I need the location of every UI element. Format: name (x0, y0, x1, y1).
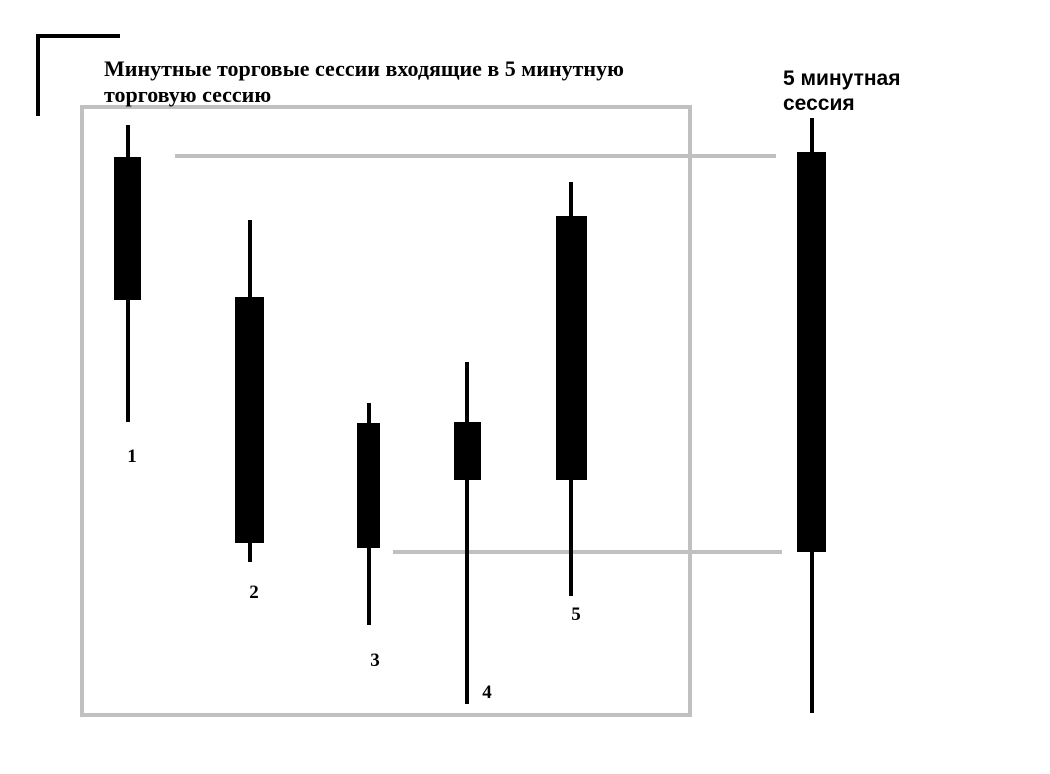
five-minute-session-title: 5 минутная сессия (783, 66, 943, 116)
candle-1-label: 1 (127, 446, 137, 467)
candle-5: 5 (556, 182, 587, 625)
candle-1-body (114, 157, 141, 300)
minute-sessions-frame (80, 105, 692, 717)
minute-sessions-title-line1: Минутные торговые сессии входящие в 5 ми… (104, 56, 624, 81)
candle-2-label: 2 (249, 582, 259, 603)
candle-4-body (454, 422, 481, 480)
candle-2: 2 (235, 220, 264, 603)
minute-sessions-title-line2: торговую сессию (104, 82, 272, 107)
five-minute-session-title-line2: сессия (783, 92, 855, 115)
candle-3: 3 (357, 403, 380, 671)
candle-3-label: 3 (370, 650, 380, 671)
candle-5-body (556, 216, 587, 480)
corner-bracket (36, 34, 120, 116)
five-minute-candle-body (797, 152, 826, 552)
five-minute-candle (797, 118, 826, 713)
five-minute-session-title-line1: 5 минутная (783, 67, 901, 90)
candle-2-body (235, 297, 264, 543)
candle-5-label: 5 (571, 604, 581, 625)
candle-4-label: 4 (482, 682, 492, 703)
candle-1: 1 (114, 125, 141, 467)
candle-4: 4 (454, 362, 492, 704)
minute-sessions-title: Минутные торговые сессии входящие в 5 ми… (104, 56, 704, 108)
candle-3-body (357, 423, 380, 548)
